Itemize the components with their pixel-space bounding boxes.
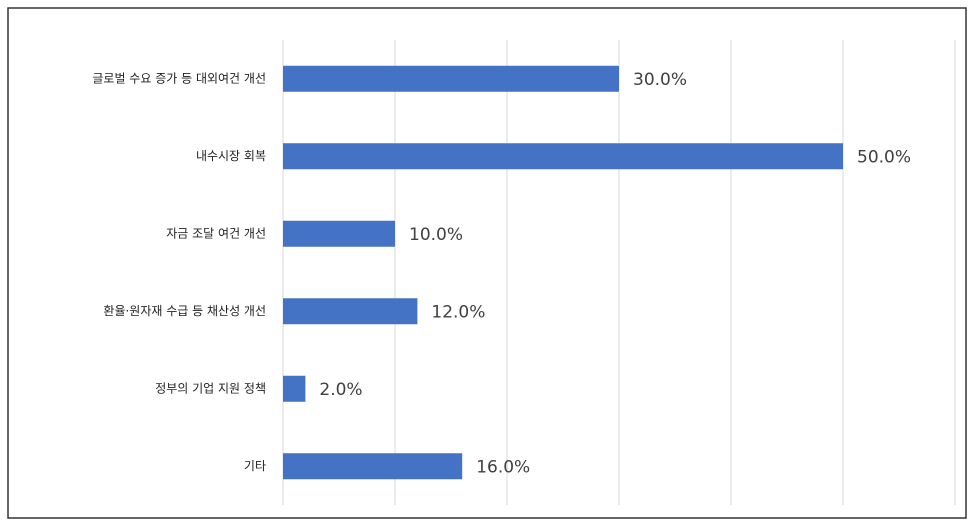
y-tick-label: 내수시장 회복 [196, 149, 266, 163]
y-tick-label: 기타 [244, 459, 266, 473]
data-label: 10.0% [409, 225, 463, 245]
data-label: 50.0% [857, 147, 911, 167]
chart-frame [7, 7, 967, 519]
bar [283, 375, 306, 402]
data-label: 30.0% [633, 70, 687, 90]
y-tick-label: 자금 조달 여건 개선 [166, 226, 266, 240]
y-tick-label: 정부의 기업 지원 정책 [155, 380, 266, 395]
data-label: 12.0% [431, 302, 485, 322]
data-label: 2.0% [319, 380, 362, 400]
y-tick-label: 글로벌 수요 증가 등 대외여건 개선 [92, 71, 266, 85]
bar [283, 298, 418, 325]
data-label: 16.0% [476, 457, 530, 477]
bar [283, 143, 843, 170]
bar [283, 453, 463, 480]
y-tick-label: 환율·원자재 수급 등 채산성 개선 [103, 304, 266, 318]
bar [283, 65, 619, 92]
bar [283, 220, 395, 247]
